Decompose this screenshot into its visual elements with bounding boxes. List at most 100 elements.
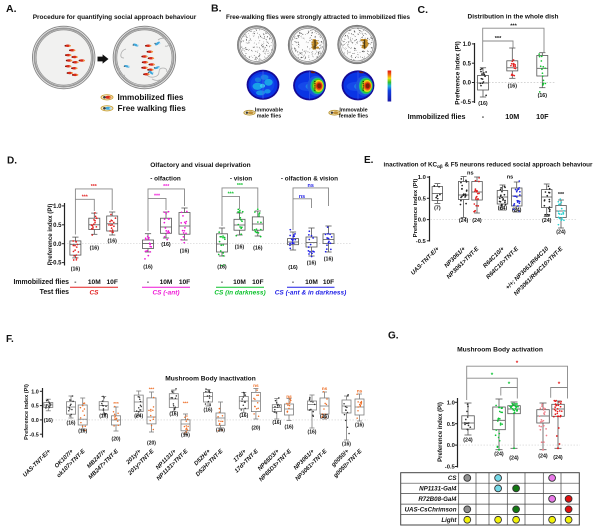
svg-text:ns: ns bbox=[507, 175, 514, 181]
svg-text:0.0: 0.0 bbox=[418, 218, 426, 224]
svg-text:Preference index (PI): Preference index (PI) bbox=[455, 41, 462, 105]
svg-text:***: *** bbox=[228, 191, 235, 197]
svg-text:(16): (16) bbox=[67, 421, 76, 427]
svg-text:Light: Light bbox=[441, 517, 457, 524]
svg-text:(16): (16) bbox=[235, 245, 245, 251]
svg-text:1.0: 1.0 bbox=[418, 175, 426, 181]
svg-text:0.0: 0.0 bbox=[447, 443, 455, 449]
svg-text:10F: 10F bbox=[323, 279, 334, 286]
svg-text:10F: 10F bbox=[107, 279, 118, 286]
svg-text:***: *** bbox=[163, 184, 170, 190]
svg-text:0.5: 0.5 bbox=[447, 422, 456, 428]
svg-text:CS (in darkness): CS (in darkness) bbox=[214, 290, 265, 297]
svg-text:10M: 10M bbox=[505, 112, 519, 121]
svg-text:(16): (16) bbox=[288, 265, 298, 271]
svg-text:*: * bbox=[558, 381, 561, 388]
svg-text:-0.5: -0.5 bbox=[416, 239, 427, 245]
svg-text:(16): (16) bbox=[342, 442, 351, 448]
svg-text:(16): (16) bbox=[508, 84, 518, 90]
svg-text:(24): (24) bbox=[553, 455, 563, 461]
svg-text:1.0: 1.0 bbox=[53, 204, 62, 210]
svg-text:***: *** bbox=[237, 183, 244, 189]
svg-text:Olfactory and visual deprivati: Olfactory and visual deprivation bbox=[150, 162, 250, 169]
svg-text:(16): (16) bbox=[107, 239, 117, 245]
svg-text:0.0: 0.0 bbox=[53, 242, 62, 248]
svg-text:(24): (24) bbox=[556, 230, 566, 236]
svg-text:(16): (16) bbox=[324, 257, 334, 263]
svg-text:-: - bbox=[482, 112, 485, 121]
svg-text:CS (-ant & in darkness): CS (-ant & in darkness) bbox=[275, 290, 347, 297]
svg-text:(16): (16) bbox=[307, 261, 317, 267]
svg-text:10F: 10F bbox=[536, 112, 549, 121]
svg-text:(20): (20) bbox=[147, 441, 156, 447]
svg-text:(16): (16) bbox=[161, 242, 171, 248]
svg-text:Preference index (PI): Preference index (PI) bbox=[438, 402, 444, 462]
svg-text:***: *** bbox=[495, 36, 502, 42]
svg-text:(20): (20) bbox=[112, 437, 121, 443]
svg-text:ns: ns bbox=[357, 390, 363, 395]
svg-text:Mushroom Body inactivation: Mushroom Body inactivation bbox=[165, 376, 256, 383]
svg-text:G.: G. bbox=[388, 331, 399, 342]
svg-text:Mushroom Body activation: Mushroom Body activation bbox=[457, 347, 543, 354]
svg-text:Immobilized flies: Immobilized flies bbox=[118, 93, 184, 102]
svg-text:*: * bbox=[508, 381, 511, 388]
svg-text:10M: 10M bbox=[305, 279, 318, 286]
svg-text:(16): (16) bbox=[99, 414, 108, 420]
svg-text:-: - bbox=[74, 279, 76, 286]
svg-text:CS: CS bbox=[89, 290, 99, 297]
svg-text:0.5: 0.5 bbox=[31, 404, 39, 410]
svg-text:(7): (7) bbox=[434, 206, 441, 212]
svg-text:(24): (24) bbox=[134, 414, 143, 420]
svg-text:0.0: 0.0 bbox=[31, 418, 39, 424]
svg-text:Procedure for quantifying soci: Procedure for quantifying social approac… bbox=[33, 14, 197, 21]
svg-text:Preference index (PI): Preference index (PI) bbox=[47, 204, 54, 266]
svg-text:- olfaction & vision: - olfaction & vision bbox=[281, 176, 338, 183]
svg-text:Immovable: Immovable bbox=[339, 108, 367, 114]
svg-text:Free walking flies: Free walking flies bbox=[118, 104, 187, 113]
svg-text:(16): (16) bbox=[180, 249, 190, 255]
svg-text:CS (-ant): CS (-ant) bbox=[152, 290, 179, 297]
svg-text:male flies: male flies bbox=[257, 114, 282, 120]
svg-text:C.: C. bbox=[418, 4, 429, 16]
svg-text:0.5: 0.5 bbox=[463, 61, 472, 67]
svg-text:0.0: 0.0 bbox=[463, 81, 472, 87]
svg-text:(16): (16) bbox=[44, 418, 53, 424]
svg-text:(16): (16) bbox=[320, 414, 329, 420]
svg-text:10M: 10M bbox=[160, 279, 173, 286]
svg-text:(24): (24) bbox=[494, 452, 504, 458]
svg-text:(16): (16) bbox=[169, 412, 178, 418]
svg-text:(16): (16) bbox=[239, 413, 248, 419]
svg-text:10M: 10M bbox=[88, 279, 101, 286]
svg-text:-: - bbox=[147, 279, 149, 286]
svg-text:Preference index (PI): Preference index (PI) bbox=[413, 179, 419, 238]
svg-text:*: * bbox=[516, 360, 519, 367]
svg-text:Test flies: Test flies bbox=[40, 289, 70, 296]
svg-text:E.: E. bbox=[364, 155, 374, 166]
svg-text:***: *** bbox=[183, 401, 189, 407]
svg-text:(24): (24) bbox=[538, 454, 548, 460]
svg-text:D.: D. bbox=[7, 156, 17, 167]
svg-text:UAS-CsChrimson: UAS-CsChrimson bbox=[405, 507, 457, 514]
svg-text:R72B08-Gal4: R72B08-Gal4 bbox=[418, 496, 457, 503]
svg-text:- olfaction: - olfaction bbox=[150, 176, 181, 183]
svg-text:Immovable: Immovable bbox=[255, 108, 283, 114]
svg-text:ns: ns bbox=[308, 183, 314, 189]
svg-text:B.: B. bbox=[211, 3, 222, 15]
svg-text:-: - bbox=[221, 279, 223, 286]
svg-text:Distribution in the whole dish: Distribution in the whole dish bbox=[468, 14, 559, 21]
svg-text:NP1131-Gal4: NP1131-Gal4 bbox=[419, 486, 457, 493]
svg-text:(24): (24) bbox=[509, 456, 519, 462]
svg-text:***: *** bbox=[154, 193, 161, 199]
svg-text:(16): (16) bbox=[355, 423, 364, 429]
svg-text:(16): (16) bbox=[90, 246, 100, 252]
svg-text:A.: A. bbox=[6, 3, 17, 15]
svg-text:ns: ns bbox=[253, 384, 259, 389]
svg-text:(20): (20) bbox=[251, 426, 260, 432]
svg-text:Free-walking flies were strong: Free-walking flies were strongly attract… bbox=[226, 14, 411, 21]
svg-text:(16): (16) bbox=[78, 429, 87, 435]
svg-text:0.5: 0.5 bbox=[53, 223, 62, 229]
svg-text:0.5: 0.5 bbox=[418, 196, 427, 202]
svg-text:CS: CS bbox=[448, 475, 457, 482]
svg-text:***: *** bbox=[91, 184, 98, 190]
svg-text:(24): (24) bbox=[542, 218, 552, 224]
